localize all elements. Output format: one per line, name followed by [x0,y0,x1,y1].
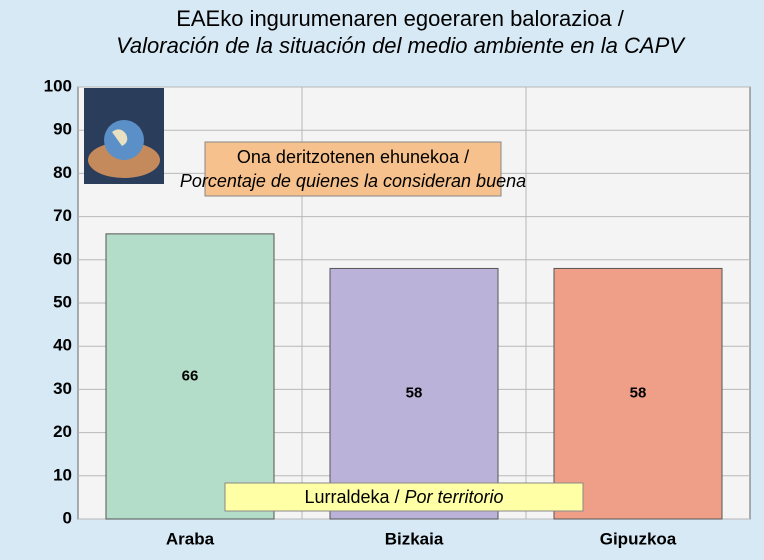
bar [553,267,723,520]
chart-subtitle: Valoración de la situación del medio amb… [116,33,686,58]
y-tick-label: 100 [44,76,72,95]
x-tick-label: Araba [166,529,215,548]
continent [112,129,128,146]
x-axis-label: Lurraldeka / Por territorio [304,487,503,507]
globe-image [84,88,164,184]
y-tick-label: 0 [63,508,72,527]
y-tick-label: 20 [53,422,72,441]
y-tick-label: 70 [53,206,72,225]
y-tick-label: 10 [53,465,72,484]
y-tick-label: 80 [53,163,72,182]
annotation-box [204,141,502,197]
bar [105,233,275,520]
y-tick-label: 90 [53,120,72,139]
value-label: 58 [406,385,423,402]
y-tick-label: 60 [53,249,72,268]
x-tick-label: Gipuzkoa [600,529,677,548]
y-tick-label: 40 [53,336,72,355]
x-tick-label: Bizkaia [385,529,444,548]
y-tick-label: 50 [53,292,72,311]
annotation: Ona deritzotenen ehunekoa / [237,147,469,167]
x-label-part: Lurraldeka / [304,487,399,507]
annotation: Porcentaje de quienes la consideran buen… [180,171,526,191]
chart-title: EAEko ingurumenaren egoeraren balorazioa… [176,6,625,31]
value-label: 66 [182,367,199,384]
x-label-box [224,482,584,512]
x-label-part: Por territorio [405,487,504,507]
value-label: 58 [630,385,647,402]
y-tick-label: 30 [53,379,72,398]
bar [329,267,499,520]
marks: 0 10 20 30 40 50 60 70 80 90 100 Araba 66 Bizkaia 58 Gi… [44,76,750,548]
